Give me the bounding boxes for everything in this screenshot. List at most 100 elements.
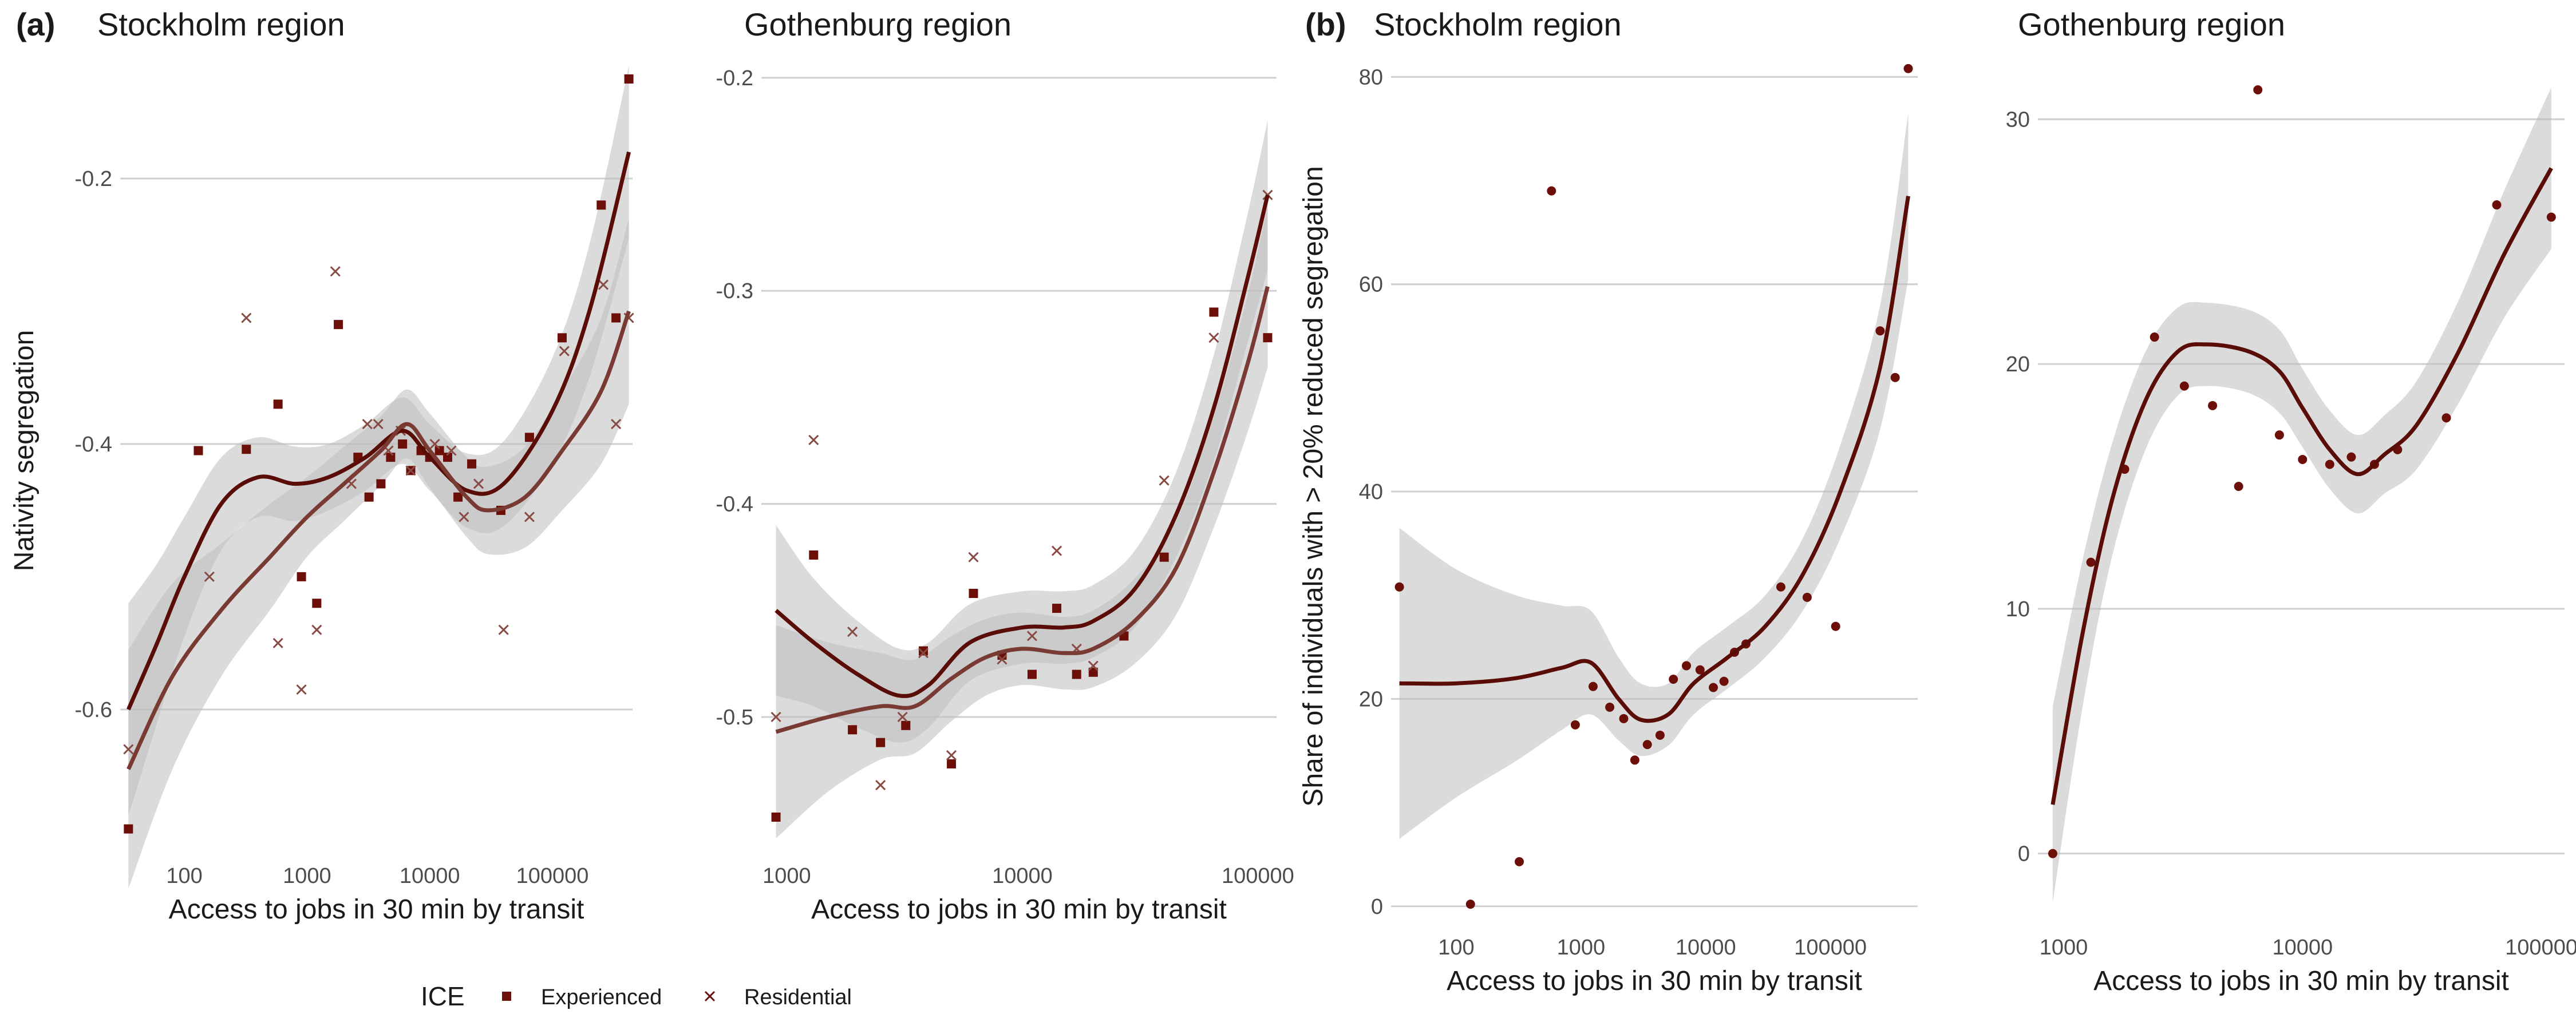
data-point	[1630, 755, 1639, 765]
data-point	[1515, 857, 1524, 866]
y-tick-label: 40	[1359, 480, 1383, 504]
legend-label-residential: Residential	[744, 985, 852, 1009]
data-point	[1708, 683, 1718, 692]
data-point-experienced	[901, 720, 911, 730]
cross-stroke	[241, 312, 252, 323]
x-tick-label: 10000	[992, 864, 1053, 888]
trend-line	[775, 286, 1270, 734]
y-tick-label: -0.6	[75, 698, 112, 722]
data-point	[1903, 64, 1913, 73]
y-tick-label: 20	[2006, 352, 2030, 377]
confidence-ribbon	[1399, 113, 1909, 839]
x-axis-title: Access to jobs in 30 min by transit	[1447, 966, 1862, 996]
data-point-experienced	[1209, 307, 1219, 317]
cross-stroke	[875, 780, 886, 791]
data-point-experienced	[611, 313, 621, 323]
data-point-residential	[330, 266, 341, 277]
data-point-experienced	[1052, 604, 1062, 613]
y-tick-label: -0.5	[716, 706, 753, 730]
y-axis-title: Nativity segregation	[9, 330, 39, 572]
data-point-experienced	[376, 479, 386, 489]
data-point	[1547, 186, 1556, 196]
data-point-experienced	[297, 572, 306, 581]
y-tick-label: -0.2	[75, 167, 112, 191]
data-point	[2346, 452, 2356, 462]
trend-line	[2050, 167, 2553, 805]
cross-stroke	[1208, 332, 1219, 343]
cross-stroke	[459, 512, 469, 522]
data-point-residential	[459, 512, 469, 522]
cross-stroke	[429, 438, 440, 449]
x-tick-label: 100000	[1794, 936, 1867, 960]
y-tick-label: 0	[1371, 895, 1383, 919]
legend-square-marker	[502, 992, 511, 1001]
data-point	[1655, 730, 1665, 740]
cross-stroke	[968, 552, 979, 562]
y-tick-label: 0	[2018, 842, 2030, 866]
data-point-residential	[1159, 475, 1170, 486]
data-point	[1605, 702, 1615, 712]
x-tick-label: 100000	[2505, 936, 2576, 960]
data-point-residential	[498, 624, 509, 635]
data-point-experienced	[398, 439, 408, 449]
data-point-residential	[1088, 660, 1099, 671]
cross-stroke	[362, 419, 373, 430]
cross-stroke	[1051, 545, 1062, 556]
data-point-residential	[362, 419, 373, 430]
data-point-experienced	[242, 445, 251, 454]
data-point-residential	[1051, 545, 1062, 556]
data-point-residential	[405, 465, 416, 476]
data-point	[1588, 682, 1598, 691]
x-tick-label: 1000	[283, 864, 331, 888]
data-point	[2179, 381, 2189, 391]
data-point-experienced	[1263, 333, 1273, 343]
data-point-residential	[968, 552, 979, 562]
cross-stroke	[1262, 189, 1273, 200]
data-point	[2086, 557, 2096, 567]
x-tick-label: 100000	[516, 864, 589, 888]
data-point-residential	[1026, 631, 1038, 641]
data-point-residential	[897, 711, 908, 723]
x-tick-label: 10000	[1676, 936, 1736, 960]
data-point-residential	[204, 571, 215, 582]
data-point	[2546, 212, 2556, 222]
data-point-experienced	[443, 453, 453, 462]
cross-stroke	[446, 445, 457, 456]
cross-stroke	[204, 571, 215, 582]
data-point	[1719, 676, 1729, 686]
data-point	[1394, 582, 1404, 592]
cross-stroke	[330, 266, 341, 277]
data-point-residential	[875, 780, 886, 791]
data-point-experienced	[193, 446, 203, 455]
cross-stroke	[373, 419, 384, 430]
data-point-experienced	[1088, 667, 1098, 677]
x-axis-title: Access to jobs in 30 min by transit	[811, 894, 1227, 925]
cross-stroke	[918, 648, 929, 659]
y-tick-label: 30	[2006, 108, 2030, 132]
trend-line	[127, 310, 631, 770]
data-point-experienced	[624, 74, 634, 84]
data-point-experienced	[771, 812, 781, 822]
data-point-experienced	[557, 333, 567, 343]
data-point	[1890, 373, 1900, 382]
data-point	[1642, 740, 1652, 750]
data-point-residential	[296, 684, 307, 695]
panel-tag-b: (b)	[1305, 6, 1346, 42]
x-tick-label: 1000	[762, 864, 811, 888]
data-point-experienced	[1072, 670, 1081, 679]
y-tick-label: -0.3	[716, 279, 753, 303]
data-point-residential	[123, 744, 134, 755]
data-point	[2253, 85, 2263, 94]
panel-title: Stockholm region	[97, 6, 345, 42]
cross-stroke	[346, 478, 357, 489]
data-point-experienced	[1027, 670, 1037, 679]
data-point-experienced	[969, 588, 978, 598]
data-point	[1465, 900, 1475, 909]
data-point	[2298, 454, 2308, 464]
data-point-residential	[559, 346, 570, 356]
x-tick-label: 100	[1438, 936, 1474, 960]
panel-title: Gothenburg region	[2018, 6, 2285, 42]
cross-stroke	[383, 445, 394, 456]
data-point-experienced	[124, 824, 133, 834]
data-point-residential	[847, 626, 858, 637]
